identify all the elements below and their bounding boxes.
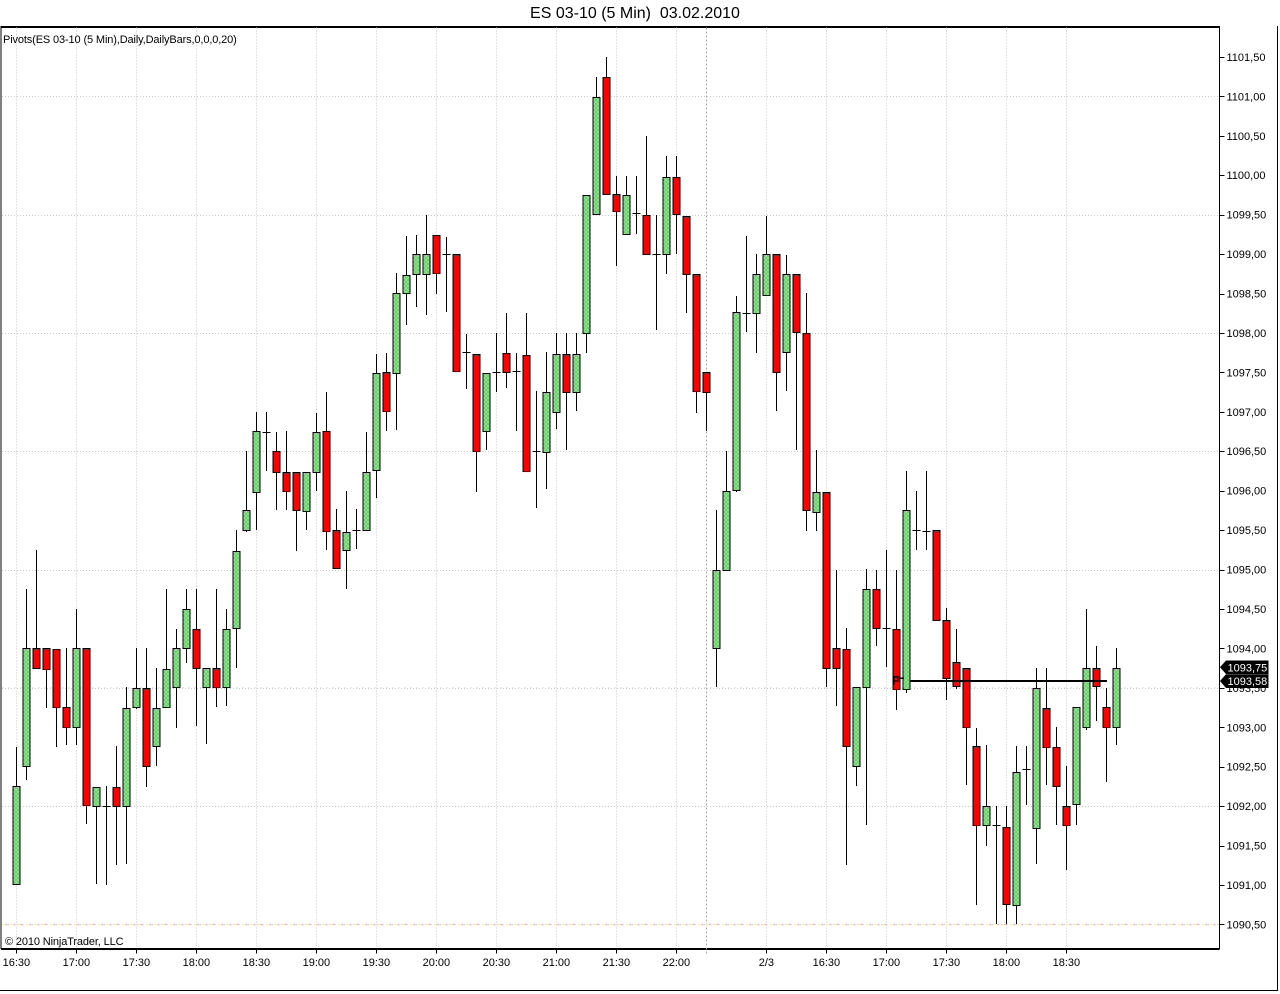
svg-text:1097,50: 1097,50 bbox=[1227, 367, 1267, 379]
svg-text:1099,50: 1099,50 bbox=[1227, 210, 1267, 222]
svg-text:19:30: 19:30 bbox=[363, 957, 391, 969]
svg-text:16:30: 16:30 bbox=[3, 957, 31, 969]
svg-text:17:30: 17:30 bbox=[933, 957, 961, 969]
svg-text:1096,50: 1096,50 bbox=[1227, 446, 1267, 458]
svg-text:1092,00: 1092,00 bbox=[1227, 801, 1267, 813]
svg-text:1098,00: 1098,00 bbox=[1227, 328, 1267, 340]
svg-text:1093,75: 1093,75 bbox=[1228, 662, 1268, 674]
svg-text:21:00: 21:00 bbox=[543, 957, 571, 969]
svg-text:18:30: 18:30 bbox=[1053, 957, 1081, 969]
svg-text:16:30: 16:30 bbox=[813, 957, 841, 969]
svg-text:18:00: 18:00 bbox=[183, 957, 211, 969]
svg-text:1091,00: 1091,00 bbox=[1227, 880, 1267, 892]
svg-text:18:00: 18:00 bbox=[993, 957, 1021, 969]
svg-text:ES 03-10 (5 Min) 03.02.2010: ES 03-10 (5 Min) 03.02.2010 bbox=[530, 5, 740, 22]
svg-text:1095,00: 1095,00 bbox=[1227, 565, 1267, 577]
svg-text:1101,50: 1101,50 bbox=[1227, 52, 1266, 64]
svg-text:19:00: 19:00 bbox=[303, 957, 331, 969]
svg-text:20:30: 20:30 bbox=[483, 957, 511, 969]
svg-text:1091,50: 1091,50 bbox=[1227, 841, 1267, 853]
svg-text:1100,50: 1100,50 bbox=[1227, 131, 1266, 143]
svg-text:22:00: 22:00 bbox=[663, 957, 691, 969]
svg-text:1094,50: 1094,50 bbox=[1227, 604, 1267, 616]
svg-text:20:00: 20:00 bbox=[423, 957, 451, 969]
svg-text:Pivots(ES 03-10 (5 Min),Daily,: Pivots(ES 03-10 (5 Min),Daily,DailyBars,… bbox=[3, 34, 237, 46]
svg-text:1100,00: 1100,00 bbox=[1227, 170, 1266, 182]
svg-text:1101,00: 1101,00 bbox=[1227, 91, 1266, 103]
svg-text:1097,00: 1097,00 bbox=[1227, 407, 1267, 419]
svg-text:1095,50: 1095,50 bbox=[1227, 525, 1267, 537]
svg-text:1093,58: 1093,58 bbox=[1228, 676, 1268, 688]
svg-text:1099,00: 1099,00 bbox=[1227, 249, 1267, 261]
svg-text:1093,00: 1093,00 bbox=[1227, 722, 1267, 734]
svg-text:© 2010 NinjaTrader, LLC: © 2010 NinjaTrader, LLC bbox=[5, 936, 124, 948]
svg-text:21:30: 21:30 bbox=[603, 957, 631, 969]
svg-text:2/3: 2/3 bbox=[759, 957, 774, 969]
svg-text:17:30: 17:30 bbox=[123, 957, 151, 969]
svg-text:1094,00: 1094,00 bbox=[1227, 643, 1267, 655]
svg-text:1092,50: 1092,50 bbox=[1227, 762, 1267, 774]
svg-text:1096,00: 1096,00 bbox=[1227, 486, 1267, 498]
svg-text:1098,50: 1098,50 bbox=[1227, 289, 1267, 301]
svg-text:1090,50: 1090,50 bbox=[1227, 919, 1267, 931]
svg-text:17:00: 17:00 bbox=[873, 957, 901, 969]
svg-text:17:00: 17:00 bbox=[63, 957, 91, 969]
svg-text:18:30: 18:30 bbox=[243, 957, 271, 969]
